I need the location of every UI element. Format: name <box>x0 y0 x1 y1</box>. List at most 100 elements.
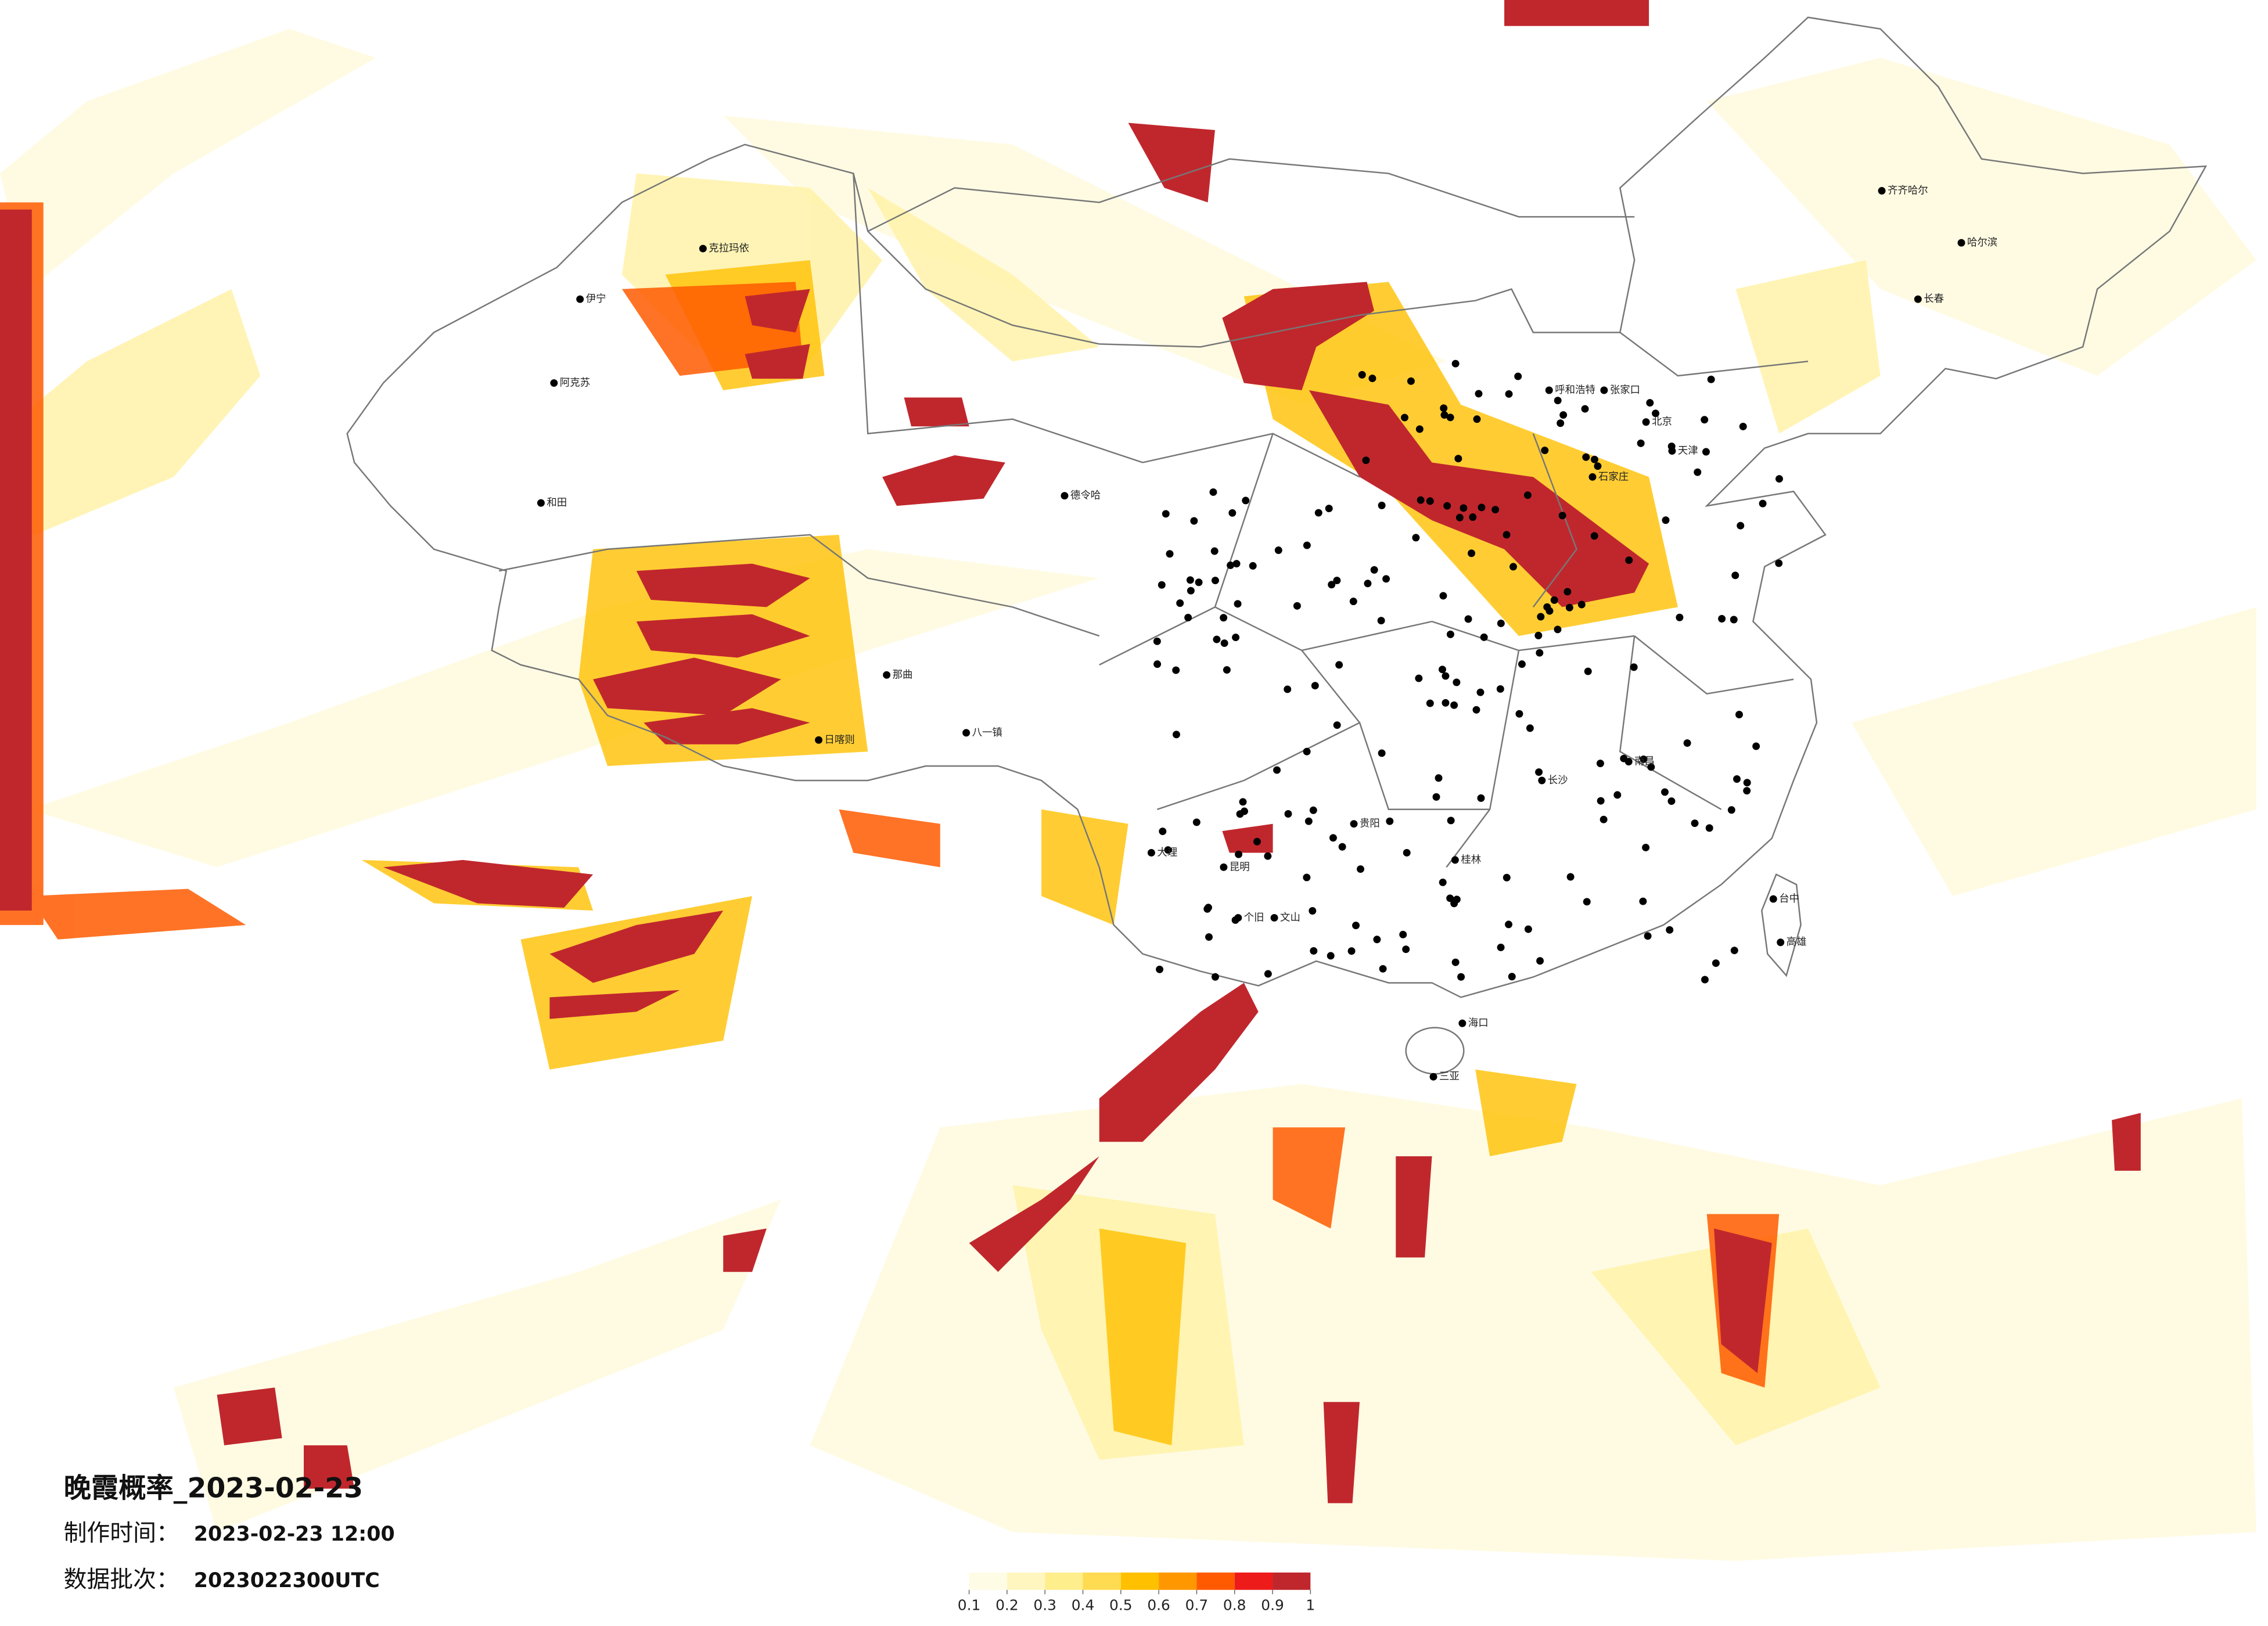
station-dot <box>1426 497 1434 505</box>
station-dot <box>1503 531 1511 539</box>
station-dot <box>1759 499 1767 508</box>
station-dot <box>1475 390 1483 398</box>
city-dot <box>1061 492 1069 500</box>
station-dot <box>1559 411 1568 419</box>
station-dot <box>1541 447 1549 455</box>
station-dot <box>1417 496 1425 504</box>
city-label: 阿克苏 <box>560 377 590 389</box>
city-dot <box>1234 913 1242 922</box>
station-dot <box>1554 397 1562 405</box>
station-dot <box>1683 739 1691 747</box>
station-dot <box>1652 409 1660 418</box>
station-dot <box>1691 819 1699 828</box>
station-dot <box>1662 516 1670 524</box>
station-dot <box>1228 509 1237 517</box>
station-dot <box>1399 930 1407 938</box>
station-dot <box>1304 817 1313 825</box>
station-dot <box>1284 685 1292 693</box>
station-dot <box>1438 665 1446 674</box>
station-dot <box>1209 488 1217 496</box>
colorbar-tick-label: 1 <box>1306 1597 1315 1614</box>
city-label: 长沙 <box>1548 775 1568 786</box>
station-dot <box>1476 688 1485 696</box>
station-dot <box>1442 672 1450 680</box>
station-dot <box>1733 775 1741 783</box>
colorbar-swatch <box>969 1572 1007 1590</box>
city-dot <box>1458 1019 1467 1027</box>
station-dot <box>1293 602 1301 610</box>
city-label: 日喀则 <box>825 734 855 746</box>
station-dot <box>1373 936 1381 944</box>
station-dot <box>1640 755 1648 763</box>
station-dot <box>1210 547 1219 555</box>
city-dot <box>1429 1073 1437 1081</box>
station-dot <box>1469 513 1477 521</box>
station-dot <box>1581 405 1589 413</box>
station-dot <box>1156 965 1164 973</box>
station-dot <box>1661 788 1669 796</box>
station-dot <box>1338 843 1346 851</box>
station-dot <box>1364 580 1372 588</box>
city-dot <box>962 729 971 737</box>
station-dot <box>1453 895 1461 904</box>
station-dot <box>1426 699 1434 707</box>
station-dot <box>1731 571 1739 580</box>
station-dot <box>1473 415 1481 423</box>
station-dot <box>1630 663 1638 671</box>
station-dot <box>1566 873 1575 881</box>
station-dot <box>1162 510 1170 518</box>
station-dot <box>1249 562 1257 570</box>
station-dot <box>1712 959 1720 967</box>
city-label: 大理 <box>1157 847 1177 858</box>
station-dot <box>1625 556 1633 564</box>
station-dot <box>1407 377 1415 385</box>
taiwan <box>1761 873 1802 977</box>
station-dots <box>1153 359 1783 984</box>
station-dot <box>1370 566 1378 574</box>
station-dot <box>1450 701 1458 709</box>
station-dot <box>1382 575 1390 583</box>
station-dot <box>1415 425 1424 433</box>
station-dot <box>1514 372 1522 380</box>
city-dot <box>1642 418 1650 426</box>
station-dot <box>1362 456 1370 465</box>
station-dot <box>1647 763 1655 771</box>
station-dot <box>1646 399 1654 407</box>
station-dot <box>1508 973 1516 981</box>
station-dot <box>1480 633 1488 641</box>
station-dot <box>1752 742 1760 750</box>
mongolia-outline <box>867 158 1635 232</box>
city-dot <box>1451 856 1459 864</box>
station-dot <box>1582 453 1590 461</box>
station-dot <box>1594 462 1602 470</box>
station-dot <box>1743 779 1751 787</box>
station-dot <box>1311 682 1319 690</box>
station-dot <box>1440 411 1448 419</box>
station-dot <box>1526 724 1534 732</box>
city-dot <box>1600 386 1608 394</box>
station-dot <box>1590 455 1598 463</box>
city-label: 海口 <box>1468 1017 1489 1029</box>
colorbar: 0.1 0.2 0.3 0.4 0.5 0.6 0.7 0.8 0.9 1 <box>958 1572 1315 1614</box>
station-dot <box>1164 846 1172 854</box>
station-dot <box>1644 932 1652 940</box>
station-dot <box>1718 615 1726 623</box>
station-dot <box>1702 448 1710 456</box>
station-dot <box>1347 947 1356 955</box>
city-dot <box>1545 386 1553 394</box>
city-label: 北京 <box>1652 416 1672 428</box>
station-dot <box>1440 404 1448 412</box>
city-dot <box>699 244 707 253</box>
station-dot <box>1349 598 1357 606</box>
city-label: 高雄 <box>1787 937 1807 948</box>
station-dot <box>1497 943 1505 951</box>
station-dot <box>1447 816 1455 825</box>
city-dot <box>1588 473 1597 481</box>
station-dot <box>1327 952 1335 960</box>
station-dot <box>1442 699 1450 707</box>
city-label: 文山 <box>1280 912 1300 923</box>
station-dot <box>1737 521 1745 530</box>
city-label: 长春 <box>1924 293 1944 305</box>
station-dot <box>1464 615 1472 623</box>
colorbar-swatch <box>1159 1572 1197 1590</box>
